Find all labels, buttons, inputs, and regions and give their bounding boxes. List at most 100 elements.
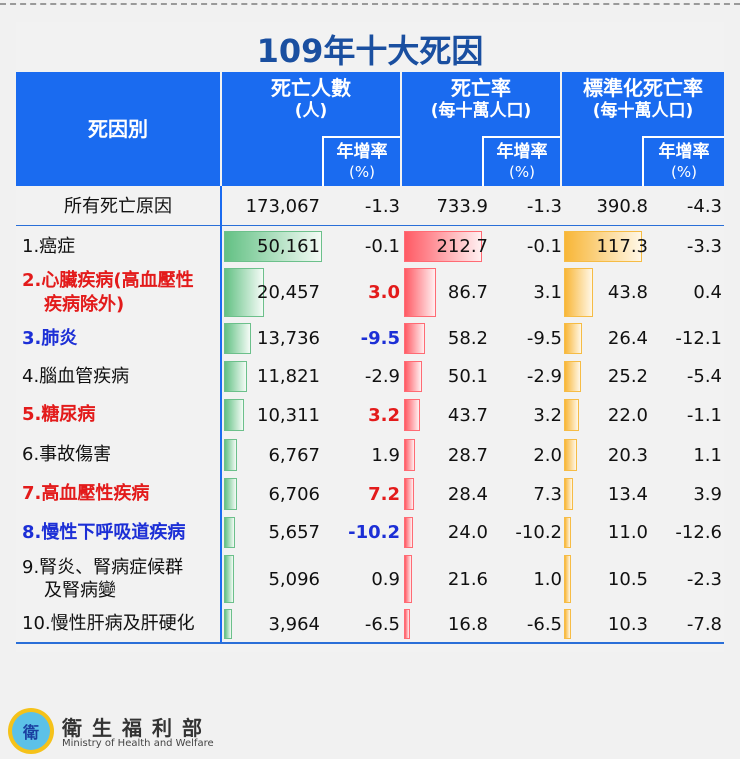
std-growth: -1.1 <box>686 404 722 426</box>
std-growth: -12.1 <box>675 328 722 349</box>
rate-growth: 2.0 <box>533 444 562 466</box>
cause-name: 6.事故傷害 <box>22 444 112 466</box>
cause-name: 5.糖尿病 <box>22 404 96 426</box>
deaths-growth: 7.2 <box>368 483 400 505</box>
rate: 28.4 <box>447 483 488 505</box>
deaths-growth: -6.5 <box>364 613 400 635</box>
deaths-data-bar <box>224 231 322 262</box>
std-growth: -3.3 <box>686 236 722 257</box>
std-rate: 43.8 <box>607 282 648 303</box>
rate-data-bar <box>404 231 482 262</box>
rate-growth: -10.2 <box>515 522 562 543</box>
deaths-growth: -0.1 <box>364 236 400 257</box>
column-divider <box>220 186 222 644</box>
table-row: 3.肺炎 13,736 -9.5 58.2 -9.5 26.4 -12.1 <box>16 320 724 357</box>
rate-growth: 3.2 <box>533 404 562 426</box>
deaths: 10,311 <box>257 404 320 426</box>
rate-data-bar <box>404 268 436 317</box>
rate-data-bar <box>404 555 412 603</box>
std-rate: 20.3 <box>607 444 648 466</box>
cause-name: 1.癌症 <box>22 235 76 257</box>
cause-name: 3.肺炎 <box>22 327 78 349</box>
rate: 43.7 <box>447 404 488 426</box>
deaths-data-bar <box>224 609 232 639</box>
table-row: 10.慢性肝病及肝硬化 3,964 -6.5 16.8 -6.5 10.3 -7… <box>16 606 724 642</box>
std-growth: -2.3 <box>686 568 722 590</box>
rate: 86.7 <box>447 282 488 303</box>
rate-data-bar <box>404 361 422 392</box>
std-rate-data-bar <box>564 478 573 510</box>
deaths-data-bar <box>224 399 244 431</box>
rate: 28.7 <box>447 444 488 466</box>
std-rate-data-bar <box>564 555 571 603</box>
rate-growth: 1.0 <box>533 568 562 590</box>
deaths-growth: 3.0 <box>368 282 400 303</box>
std-rate: 22.0 <box>607 404 648 426</box>
rate-growth: -9.5 <box>526 328 562 349</box>
total-row: 所有死亡原因 173,067 -1.3 733.9 -1.3 390.8 -4.… <box>16 188 724 225</box>
top-dashed-divider <box>0 3 740 5</box>
rate: 24.0 <box>447 522 488 543</box>
std-growth: 1.1 <box>693 444 722 466</box>
cause-name: 7.高血壓性疾病 <box>22 483 150 505</box>
table-row: 9.腎炎、腎病症候群 及腎病變 5,096 0.9 21.6 1.0 10.5 -… <box>16 552 724 606</box>
rate-data-bar <box>404 609 410 639</box>
rate-data-bar <box>404 517 413 548</box>
page-title: 109年十大死因 <box>256 32 484 70</box>
deaths-growth: -1.3 <box>364 196 400 217</box>
std-rate: 117.3 <box>596 236 648 257</box>
total-separator <box>16 225 724 226</box>
std-growth: -7.8 <box>686 613 722 635</box>
table-row: 7.高血壓性疾病 6,706 7.2 28.4 7.3 13.4 3.9 <box>16 475 724 513</box>
deaths: 50,161 <box>257 236 320 257</box>
org-name-zh: 衛生福利部 <box>62 716 212 740</box>
rate: 733.9 <box>436 196 488 217</box>
deaths-data-bar <box>224 439 237 471</box>
deaths: 11,821 <box>257 366 320 387</box>
table-row: 4.腦血管疾病 11,821 -2.9 50.1 -2.9 25.2 -5.4 <box>16 358 724 395</box>
std-rate-data-bar <box>564 268 593 317</box>
deaths-growth: -9.5 <box>360 328 400 349</box>
std-rate-data-bar <box>564 399 579 431</box>
cause-name: 9.腎炎、腎病症候群 及腎病變 <box>22 556 184 601</box>
std-growth: 0.4 <box>693 282 722 303</box>
table-row: 8.慢性下呼吸道疾病 5,657 -10.2 24.0 -10.2 11.0 -… <box>16 514 724 551</box>
deaths-growth: 3.2 <box>368 404 400 426</box>
rate-growth: -1.3 <box>526 196 562 217</box>
table-row: 2.心臟疾病(高血壓性 疾病除外) 20,457 3.0 86.7 3.1 43.… <box>16 265 724 320</box>
deaths: 6,767 <box>268 444 320 466</box>
std-rate-data-bar <box>564 609 571 639</box>
std-rate-data-bar <box>564 361 581 392</box>
deaths-data-bar <box>224 268 264 317</box>
std-rate: 390.8 <box>596 196 648 217</box>
deaths: 20,457 <box>257 282 320 303</box>
rate-data-bar <box>404 323 425 354</box>
deaths-growth: -10.2 <box>348 522 400 543</box>
rate: 212.7 <box>436 236 488 257</box>
rate-data-bar <box>404 439 415 471</box>
ministry-logo-icon: 衛 <box>8 708 54 754</box>
deaths-growth: 0.9 <box>371 568 400 590</box>
deaths: 173,067 <box>245 196 320 217</box>
std-growth: -12.6 <box>675 522 722 543</box>
table-bottom-rule <box>16 642 724 644</box>
header-rate-growth: 年增率 (%) <box>482 136 560 186</box>
header-std-growth: 年增率 (%) <box>642 136 724 186</box>
table-row: 1.癌症 50,161 -0.1 212.7 -0.1 117.3 -3.3 <box>16 228 724 265</box>
deaths: 5,657 <box>268 522 320 543</box>
std-rate-data-bar <box>564 439 577 471</box>
std-rate-data-bar <box>564 517 571 548</box>
rate-growth: -0.1 <box>526 236 562 257</box>
deaths-data-bar <box>224 361 247 392</box>
std-growth: 3.9 <box>693 483 722 505</box>
std-rate-data-bar <box>564 231 642 262</box>
std-rate: 13.4 <box>607 483 648 505</box>
rate-data-bar <box>404 399 420 431</box>
deaths-data-bar <box>224 478 237 510</box>
cause-name: 10.慢性肝病及肝硬化 <box>22 613 195 635</box>
cause-name: 4.腦血管疾病 <box>22 365 130 387</box>
cause-name: 8.慢性下呼吸道疾病 <box>22 521 186 543</box>
rate: 50.1 <box>447 366 488 387</box>
rate-data-bar <box>404 478 414 510</box>
rate-growth: -2.9 <box>526 366 562 387</box>
